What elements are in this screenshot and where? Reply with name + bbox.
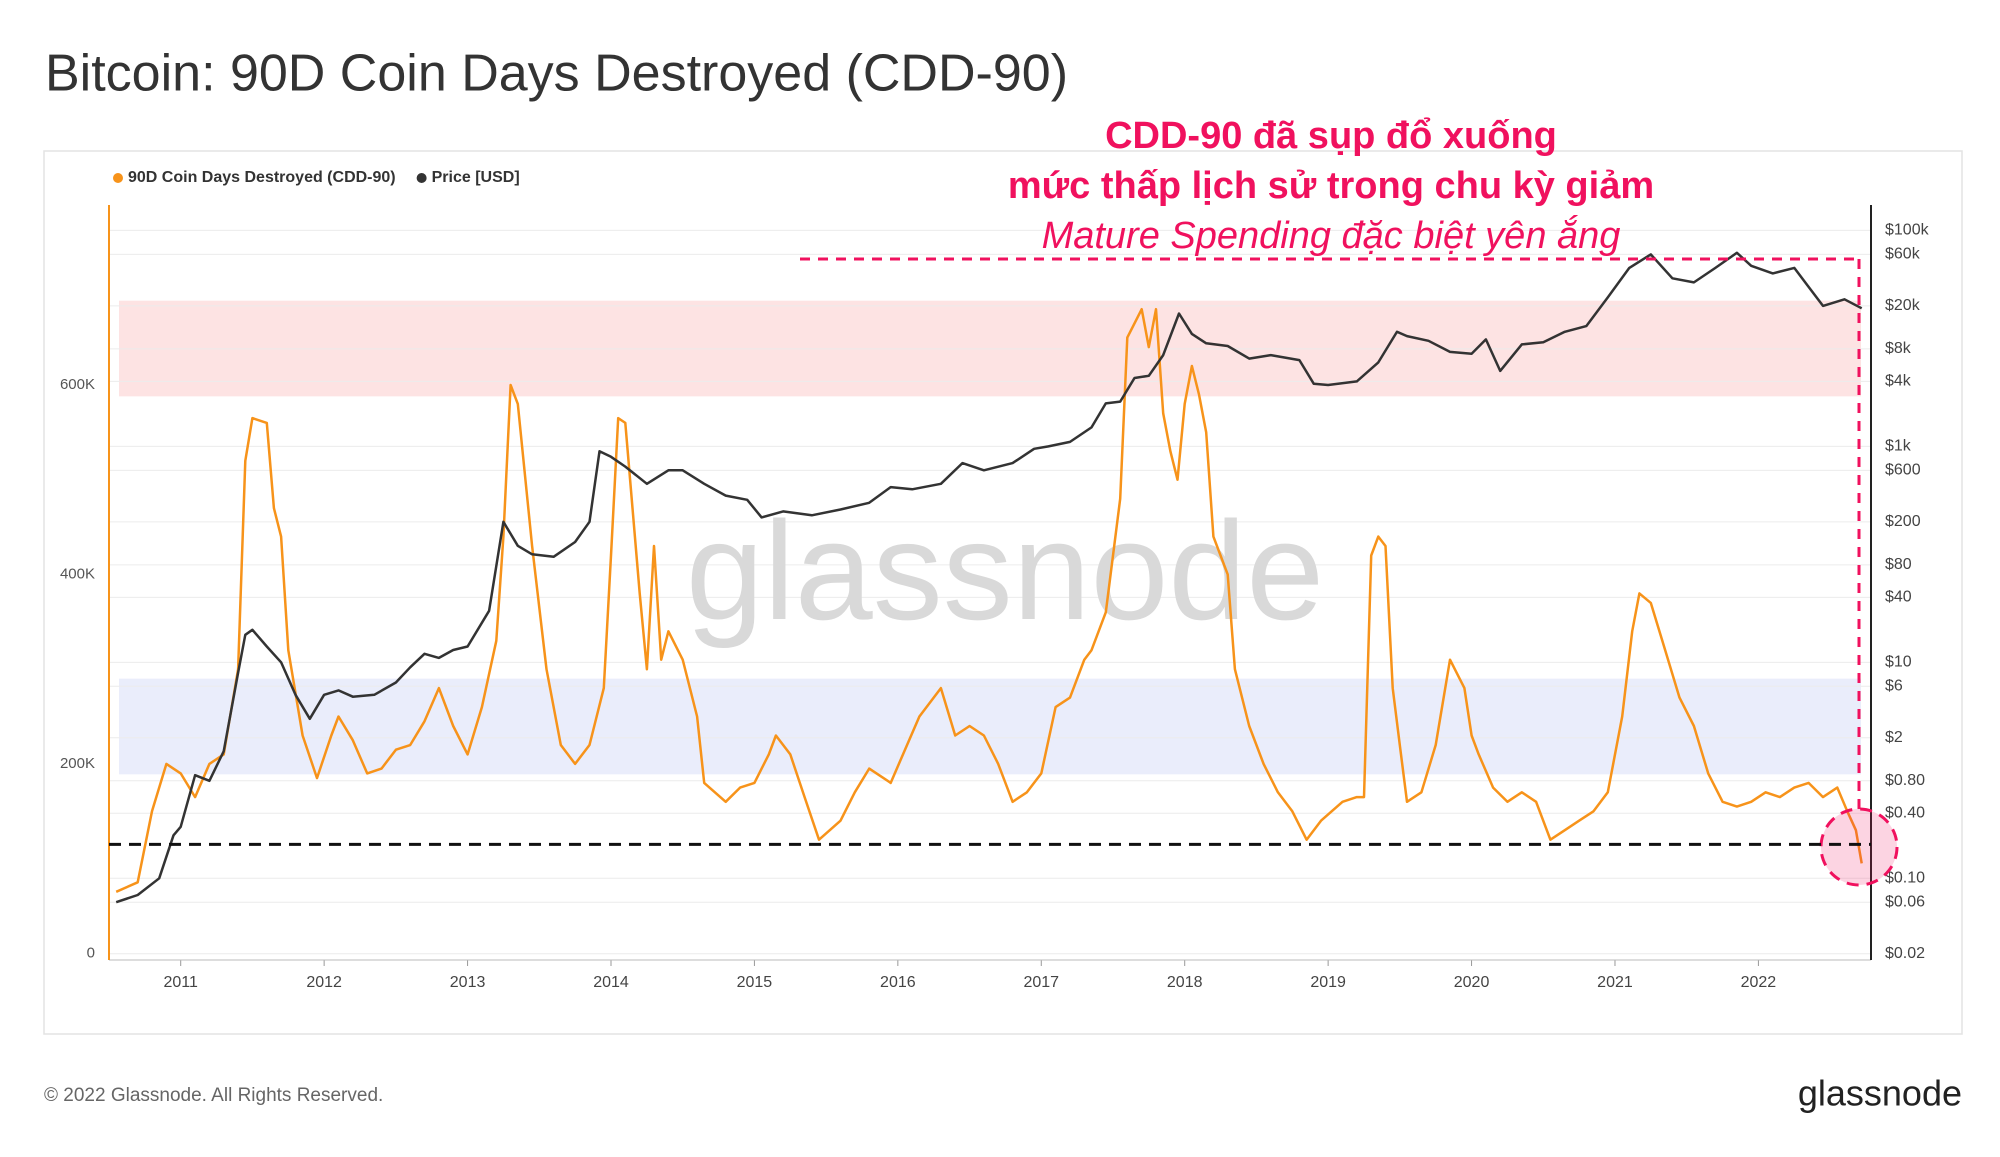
copyright: © 2022 Glassnode. All Rights Reserved. <box>44 1085 383 1106</box>
annotation: CDD-90 đã sụp đổ xuống <box>1105 115 1557 157</box>
y2-tick-label: $0.40 <box>1885 804 1925 821</box>
y2-tick-label: $6 <box>1885 677 1903 694</box>
watermark: glassnode <box>686 492 1324 649</box>
y2-tick-label: $200 <box>1885 513 1921 530</box>
y2-tick-label: $8k <box>1885 340 1912 357</box>
annotation: mức thấp lịch sử trong chu kỳ giảm <box>1008 165 1654 207</box>
y2-tick-label: $100k <box>1885 222 1930 239</box>
y2-tick-label: $60k <box>1885 246 1921 263</box>
x-tick-label: 2016 <box>880 974 916 991</box>
band <box>119 678 1861 775</box>
x-tick-label: 2011 <box>164 974 199 991</box>
y-tick-label: 600K <box>60 376 95 393</box>
x-tick-label: 2014 <box>593 974 629 991</box>
y-tick-label: 0 <box>87 944 95 961</box>
x-tick-label: 2013 <box>450 974 486 991</box>
y-tick-label: 200K <box>60 755 95 772</box>
y2-tick-label: $600 <box>1885 462 1921 479</box>
y2-tick-label: $40 <box>1885 589 1912 606</box>
y2-tick-label: $20k <box>1885 297 1921 314</box>
x-tick-label: 2022 <box>1741 974 1777 991</box>
legend-marker <box>416 173 427 183</box>
annotation-circle <box>1819 807 1899 887</box>
legend-label: Price [USD] <box>432 169 520 186</box>
y2-tick-label: $0.06 <box>1885 893 1925 910</box>
x-tick-label: 2021 <box>1597 974 1633 991</box>
x-tick-label: 2020 <box>1454 974 1490 991</box>
x-tick-label: 2012 <box>306 974 342 991</box>
y2-tick-label: $1k <box>1885 438 1912 455</box>
legend-label: 90D Coin Days Destroyed (CDD-90) <box>128 169 396 186</box>
chart-title: Bitcoin: 90D Coin Days Destroyed (CDD-90… <box>45 45 1068 103</box>
y-tick-label: 400K <box>60 565 95 582</box>
series-line <box>115 251 1863 904</box>
y2-tick-label: $0.10 <box>1885 869 1925 886</box>
annotation: Mature Spending đặc biệt yên ắng <box>1042 214 1621 257</box>
y2-tick-label: $4k <box>1885 373 1912 390</box>
x-tick-label: 2017 <box>1023 974 1059 991</box>
y2-tick-label: $10 <box>1885 654 1912 671</box>
y2-tick-label: $0.80 <box>1885 772 1925 789</box>
x-tick-label: 2019 <box>1310 974 1346 991</box>
y2-tick-label: $80 <box>1885 556 1912 573</box>
y2-tick-label: $2 <box>1885 729 1903 746</box>
logo: glassnode <box>1798 1073 1962 1114</box>
x-tick-label: 2018 <box>1167 974 1203 991</box>
series-line <box>115 307 1863 893</box>
legend-marker <box>113 173 123 183</box>
x-tick-label: 2015 <box>737 974 773 991</box>
y2-tick-label: $0.02 <box>1885 945 1925 962</box>
chart-panel <box>43 150 1963 1035</box>
